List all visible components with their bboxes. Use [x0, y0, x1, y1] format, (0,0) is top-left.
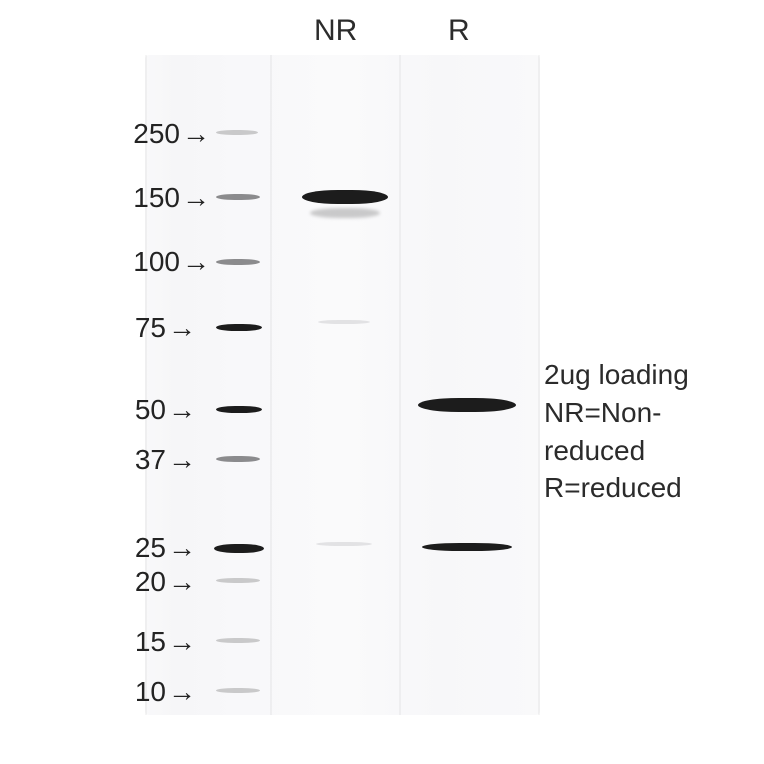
mw-label-150: 150→ [133, 182, 210, 214]
mw-value: 15 [135, 626, 166, 657]
lane-edge [270, 55, 272, 715]
mw-label-10: 10→ [135, 676, 196, 708]
legend-line: NR=Non- [544, 394, 689, 432]
lane-header-nr: NR [314, 14, 357, 48]
lane-edge [145, 55, 147, 715]
mw-value: 25 [135, 532, 166, 563]
nr-band-faint [316, 542, 372, 546]
mw-value: 20 [135, 566, 166, 597]
ladder-band [216, 130, 258, 135]
legend-line: reduced [544, 432, 689, 470]
ladder-band [216, 638, 260, 643]
nr-band-faint [318, 320, 370, 324]
mw-value: 250 [133, 118, 180, 149]
legend-line: R=reduced [544, 469, 689, 507]
mw-value: 37 [135, 444, 166, 475]
r-band-light-chain [422, 543, 512, 551]
ladder-band [216, 194, 260, 200]
mw-label-250: 250→ [133, 118, 210, 150]
mw-label-100: 100→ [133, 246, 210, 278]
mw-value: 10 [135, 676, 166, 707]
gel-background [145, 55, 540, 715]
r-band-heavy-chain [418, 398, 516, 412]
nr-band-smear [310, 208, 380, 218]
ladder-band [216, 688, 260, 693]
mw-label-50: 50→ [135, 394, 196, 426]
arrow-icon: → [168, 444, 196, 476]
arrow-icon: → [168, 312, 196, 344]
arrow-icon: → [182, 118, 210, 150]
arrow-icon: → [182, 182, 210, 214]
sds-page-gel-figure: NR R 250→ 150→ 100→ 75→ 50→ 37→ 25→ 20→ … [0, 0, 764, 764]
legend-line: 2ug loading [544, 356, 689, 394]
ladder-band [216, 324, 262, 331]
mw-value: 75 [135, 312, 166, 343]
ladder-band [216, 406, 262, 413]
lane-edge [538, 55, 540, 715]
arrow-icon: → [168, 394, 196, 426]
arrow-icon: → [182, 246, 210, 278]
ladder-band [214, 544, 264, 553]
ladder-band [216, 259, 260, 265]
mw-value: 50 [135, 394, 166, 425]
ladder-band [216, 456, 260, 462]
lane-header-r: R [448, 14, 470, 48]
mw-label-25: 25→ [135, 532, 196, 564]
mw-label-37: 37→ [135, 444, 196, 476]
mw-label-75: 75→ [135, 312, 196, 344]
arrow-icon: → [168, 532, 196, 564]
mw-value: 150 [133, 182, 180, 213]
arrow-icon: → [168, 676, 196, 708]
arrow-icon: → [168, 566, 196, 598]
mw-label-20: 20→ [135, 566, 196, 598]
mw-label-15: 15→ [135, 626, 196, 658]
mw-value: 100 [133, 246, 180, 277]
arrow-icon: → [168, 626, 196, 658]
lane-edge [399, 55, 401, 715]
nr-band-major [302, 190, 388, 204]
ladder-band [216, 578, 260, 583]
legend-block: 2ug loading NR=Non- reduced R=reduced [544, 356, 689, 507]
